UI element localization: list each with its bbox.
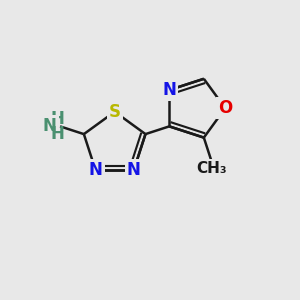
Text: N: N: [89, 161, 103, 179]
Text: N: N: [127, 161, 141, 179]
Text: O: O: [218, 99, 232, 117]
Text: H: H: [50, 125, 64, 143]
Text: N: N: [43, 117, 57, 135]
Text: H: H: [50, 110, 64, 128]
Text: S: S: [109, 103, 121, 121]
Text: CH₃: CH₃: [196, 161, 227, 176]
Text: N: N: [162, 81, 176, 99]
